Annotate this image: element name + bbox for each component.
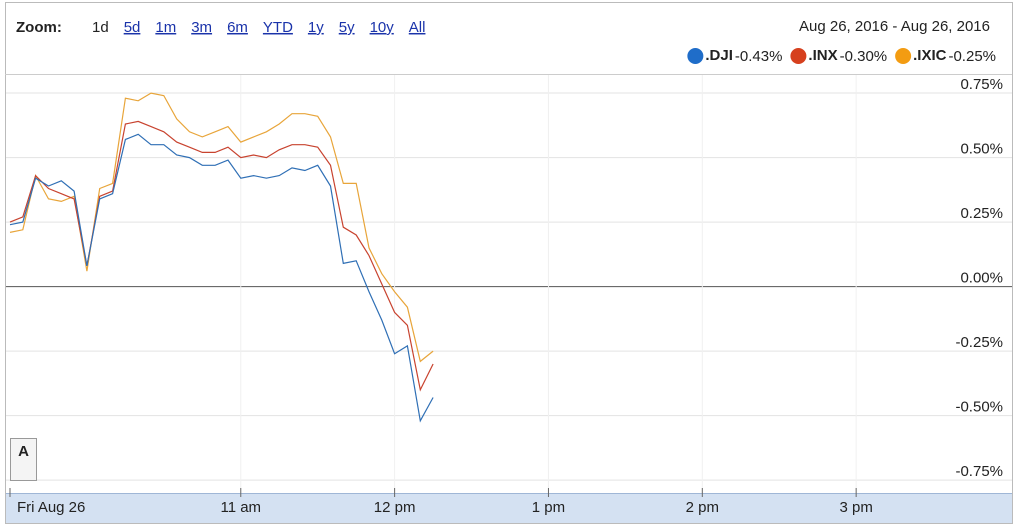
frame: [5, 2, 1013, 524]
legend-dot: [687, 48, 704, 64]
x-tick-label: 1 pm: [532, 499, 565, 516]
x-tick-label: 11 am: [220, 499, 261, 516]
x-axis-band: [6, 493, 1012, 523]
y-tick-label: -0.25%: [955, 334, 1003, 351]
zoom-option[interactable]: All: [409, 19, 426, 36]
zoom-option[interactable]: YTD: [263, 19, 293, 36]
y-tick-label: 0.75%: [960, 76, 1003, 93]
zoom-option[interactable]: 5d: [124, 19, 141, 36]
zoom-option[interactable]: 5y: [339, 19, 355, 36]
zoom-label: Zoom:: [16, 19, 62, 36]
zoom-option[interactable]: 3m: [191, 19, 212, 36]
legend-name: .DJI: [705, 47, 733, 64]
x-tick-label: Fri Aug 26: [17, 499, 85, 516]
legend-name: .INX: [808, 47, 837, 64]
legend-dot: [895, 48, 912, 64]
x-tick-label: 12 pm: [374, 499, 416, 516]
x-tick-label: 3 pm: [839, 499, 872, 516]
legend: .DJI -0.43% .INX -0.30% .IXIC -0.25%: [687, 47, 996, 65]
legend-change: -0.30%: [840, 48, 888, 65]
annotation-box: [10, 438, 37, 481]
legend-change: -0.25%: [948, 48, 996, 65]
zoom-option[interactable]: 10y: [370, 19, 395, 36]
y-tick-label: -0.50%: [955, 399, 1003, 416]
annotation-label: A: [18, 443, 29, 460]
legend-name: .IXIC: [913, 47, 947, 64]
zoom-option[interactable]: 1m: [155, 19, 176, 36]
y-tick-label: 0.50%: [960, 141, 1003, 158]
legend-dot: [790, 48, 807, 64]
zoom-option[interactable]: 1y: [308, 19, 324, 36]
annotation-marker[interactable]: A: [10, 438, 37, 481]
series-line: [9, 120, 434, 392]
y-tick-label: 0.25%: [960, 205, 1003, 222]
y-tick-label: 0.00%: [960, 270, 1003, 287]
y-tick-label: -0.75%: [955, 463, 1003, 480]
legend-change: -0.43%: [735, 48, 783, 65]
series-line: [9, 133, 434, 423]
date-range: Aug 26, 2016 - Aug 26, 2016: [799, 18, 990, 35]
x-tick-label: 2 pm: [686, 499, 719, 516]
zoom-option: 1d: [92, 19, 109, 36]
zoom-option[interactable]: 6m: [227, 19, 248, 36]
